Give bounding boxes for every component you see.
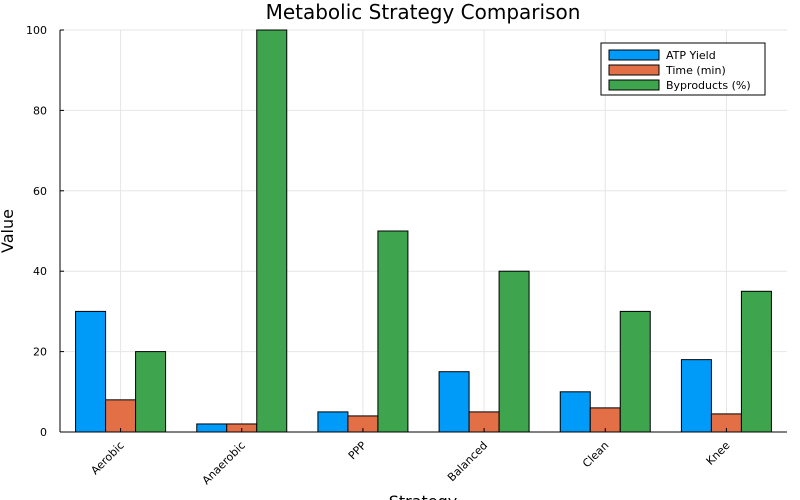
legend-label: ATP Yield bbox=[666, 49, 716, 62]
chart-title: Metabolic Strategy Comparison bbox=[266, 0, 581, 24]
y-axis-label: Value bbox=[0, 209, 17, 253]
x-tick-label: Clean bbox=[580, 439, 611, 470]
legend-swatch bbox=[608, 64, 660, 76]
x-tick-label: Knee bbox=[704, 439, 733, 468]
bar-byproducts bbox=[135, 351, 167, 433]
grid bbox=[60, 29, 787, 433]
bars bbox=[75, 29, 772, 433]
y-tick-label: 80 bbox=[33, 104, 47, 117]
bar-byproducts bbox=[740, 290, 772, 433]
bar-atp-yield bbox=[559, 391, 591, 433]
legend-swatch bbox=[608, 49, 660, 61]
x-tick-label: PPP bbox=[346, 439, 370, 463]
x-tick-label: Balanced bbox=[445, 439, 490, 484]
bar-atp-yield bbox=[75, 310, 107, 433]
axes bbox=[59, 30, 787, 433]
x-tick-label: Aerobic bbox=[88, 439, 126, 477]
bar-byproducts bbox=[619, 310, 651, 433]
y-tick-label: 100 bbox=[26, 24, 47, 37]
y-tick-label: 60 bbox=[33, 185, 47, 198]
x-axis-label: Strategy bbox=[389, 492, 458, 500]
y-tick-label: 0 bbox=[40, 426, 47, 439]
legend: ATP Yield Time (min) Byproducts (%) bbox=[600, 42, 766, 96]
legend-label: Time (min) bbox=[665, 64, 726, 77]
bar-time-min bbox=[105, 399, 137, 433]
bar-atp-yield bbox=[680, 359, 712, 433]
legend-label: Byproducts (%) bbox=[666, 79, 751, 92]
bar-byproducts bbox=[498, 270, 530, 433]
x-tick-label: Anaerobic bbox=[200, 439, 248, 487]
legend-swatch bbox=[608, 79, 660, 91]
bar-atp-yield bbox=[438, 371, 470, 433]
bar-byproducts bbox=[377, 230, 409, 433]
y-tick-label: 40 bbox=[33, 265, 47, 278]
bar-byproducts bbox=[256, 29, 288, 433]
y-tick-label: 20 bbox=[33, 346, 47, 359]
bar-atp-yield bbox=[196, 423, 228, 433]
bar-atp-yield bbox=[317, 411, 349, 433]
